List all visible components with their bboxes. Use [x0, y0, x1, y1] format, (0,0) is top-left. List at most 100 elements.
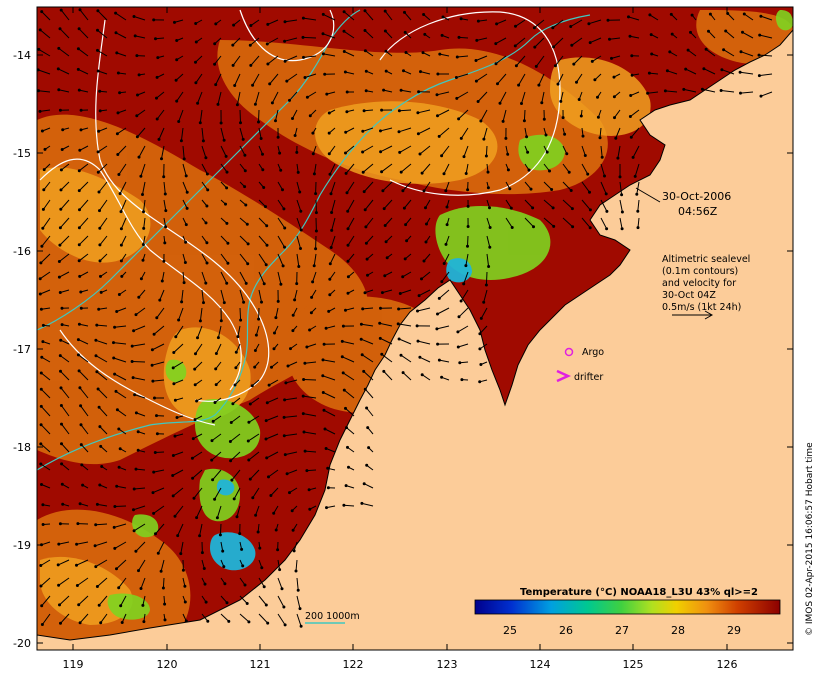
velocity-arrow-head	[246, 242, 250, 246]
velocity-arrow-head	[118, 447, 122, 451]
velocity-arrow-head	[326, 466, 330, 470]
velocity-arrow-head	[99, 444, 103, 448]
velocity-arrow-head	[702, 67, 706, 71]
velocity-arrow	[740, 51, 754, 57]
velocity-arrow-head	[230, 478, 234, 482]
velocity-arrow	[78, 28, 89, 39]
velocity-arrow-head	[198, 534, 202, 538]
velocity-arrow-head	[361, 170, 365, 174]
velocity-arrow-head	[96, 69, 100, 73]
x-tick-label: 120	[157, 658, 178, 671]
velocity-arrow-head	[56, 67, 60, 71]
velocity-arrow	[287, 361, 298, 367]
velocity-arrow-head	[78, 386, 82, 390]
velocity-arrow-head	[194, 81, 198, 85]
velocity-arrow	[233, 487, 241, 500]
velocity-arrow-head	[322, 408, 326, 412]
velocity-arrow-head	[415, 324, 419, 328]
velocity-arrow-head	[59, 188, 63, 192]
velocity-arrow	[59, 271, 70, 278]
velocity-arrow-head	[295, 150, 299, 154]
velocity-arrow-head	[603, 174, 606, 178]
colorbar-ticks: 25 26 27 28 29	[503, 624, 741, 637]
velocity-arrow	[268, 469, 279, 478]
velocity-arrow	[439, 359, 450, 363]
velocity-arrow-head	[482, 137, 486, 141]
velocity-arrow	[120, 217, 127, 229]
velocity-arrow	[364, 10, 374, 21]
velocity-arrow-head	[61, 128, 65, 132]
velocity-arrow	[609, 37, 621, 40]
velocity-arrow-head	[58, 354, 62, 358]
velocity-arrow-head	[224, 202, 227, 206]
velocity-arrow-head	[225, 281, 229, 285]
velocity-arrow-head	[183, 584, 187, 588]
velocity-arrow-head	[285, 79, 289, 83]
land-mass	[37, 29, 793, 650]
velocity-arrow	[250, 19, 260, 26]
velocity-arrow	[400, 163, 412, 173]
velocity-arrow-head	[283, 59, 287, 63]
velocity-arrow-head	[97, 129, 101, 133]
velocity-arrow	[239, 613, 250, 623]
velocity-arrow-head	[759, 94, 763, 98]
velocity-arrow-head	[329, 246, 333, 249]
velocity-arrow-head	[665, 69, 669, 73]
velocity-arrow	[231, 469, 241, 481]
velocity-arrow-head	[620, 210, 624, 214]
velocity-arrow	[423, 253, 431, 262]
velocity-arrow-head	[231, 402, 235, 406]
velocity-arrow-head	[569, 25, 573, 28]
velocity-arrow-head	[205, 204, 209, 208]
velocity-arrow-head	[291, 329, 295, 333]
velocity-arrow	[40, 577, 51, 587]
velocity-scale-arrow-icon	[672, 310, 714, 320]
velocity-arrow-head	[163, 602, 167, 606]
velocity-arrow-head	[58, 108, 62, 112]
velocity-arrow-head	[328, 277, 332, 281]
velocity-arrow-head	[436, 312, 439, 316]
velocity-arrow-head	[345, 426, 348, 430]
velocity-arrow-head	[179, 139, 183, 143]
velocity-arrow-head	[95, 323, 99, 327]
x-tick-label: 124	[530, 658, 551, 671]
velocity-arrow	[78, 253, 89, 262]
velocity-arrow-head	[344, 171, 348, 175]
velocity-arrow	[80, 444, 89, 453]
velocity-arrow-head	[724, 29, 728, 33]
velocity-arrow	[270, 487, 279, 496]
velocity-arrow-head	[115, 132, 119, 136]
velocity-arrow-head	[59, 8, 63, 12]
velocity-arrow-head	[137, 295, 141, 299]
velocity-arrow-head	[142, 226, 146, 230]
velocity-arrow-head	[248, 402, 252, 406]
velocity-arrow-head	[163, 618, 167, 622]
velocity-arrow	[476, 37, 488, 41]
velocity-arrow-head	[618, 175, 622, 179]
velocity-arrow	[760, 91, 773, 97]
velocity-arrow-head	[454, 76, 458, 79]
velocity-arrow-head	[60, 482, 64, 486]
velocity-arrow	[380, 127, 393, 132]
velocity-arrow-head	[213, 62, 217, 66]
velocity-arrow	[239, 145, 246, 156]
velocity-arrow	[237, 325, 241, 337]
velocity-arrow-head	[363, 208, 367, 212]
velocity-arrow	[419, 356, 431, 363]
velocity-arrow-head	[259, 137, 263, 140]
velocity-arrow-head	[719, 89, 723, 92]
velocity-arrow-head	[59, 338, 63, 342]
velocity-arrow	[133, 16, 146, 21]
velocity-arrow-head	[42, 188, 46, 192]
velocity-arrow-head	[321, 374, 325, 378]
velocity-arrow	[137, 127, 146, 138]
velocity-arrow-head	[39, 404, 43, 408]
velocity-arrow-head	[58, 522, 62, 526]
velocity-arrow	[142, 181, 146, 195]
velocity-arrow-head	[295, 282, 299, 286]
velocity-arrow-head	[160, 279, 164, 283]
velocity-arrow-head	[327, 111, 331, 115]
velocity-arrow	[438, 289, 450, 299]
velocity-arrow	[417, 307, 431, 312]
velocity-arrow-head	[360, 501, 364, 505]
